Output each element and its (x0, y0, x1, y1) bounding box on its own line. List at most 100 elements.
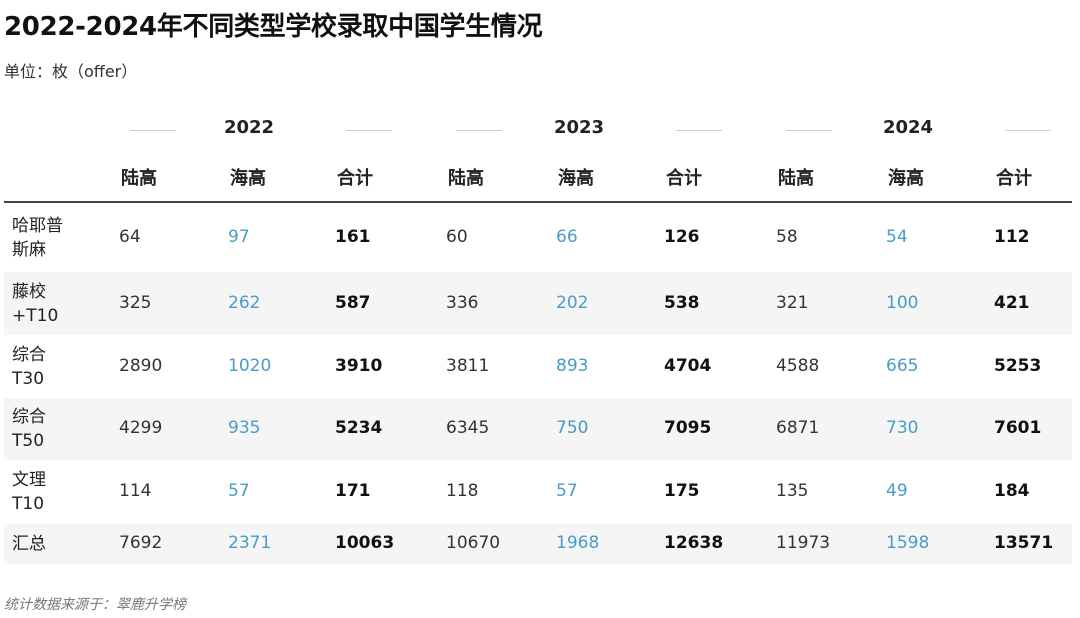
cell-total: 13571 (994, 533, 1054, 553)
row-label-line: 斯麻 (12, 239, 46, 260)
cell-lugao: 11973 (776, 533, 831, 553)
year-label: 2022 (223, 117, 275, 138)
cell-total: 4704 (664, 356, 712, 376)
cell-total: 126 (664, 226, 700, 247)
table-row: 文理 T10 114 57 171 118 57 175 135 49 184 (4, 461, 1072, 523)
cell-lugao: 336 (446, 292, 479, 313)
cell-haigao: 1020 (228, 356, 272, 376)
cell-total: 112 (994, 226, 1030, 247)
cell-lugao: 60 (446, 226, 468, 247)
year-divider-line (1005, 130, 1051, 131)
cell-haigao: 2371 (228, 533, 272, 553)
row-label-line: 文理 (12, 470, 46, 490)
cell-lugao: 58 (776, 226, 798, 247)
cell-lugao: 114 (119, 481, 152, 501)
row-label-line: 综合 (12, 345, 46, 365)
cell-lugao: 10670 (446, 533, 501, 553)
cell-total: 171 (335, 481, 371, 501)
year-divider-line (786, 130, 832, 131)
header-rule (4, 201, 1072, 203)
cell-total: 10063 (335, 533, 395, 553)
column-header: 陆高 (778, 168, 814, 189)
cell-total: 421 (994, 292, 1030, 313)
cell-haigao: 665 (886, 356, 919, 376)
row-label-line: 综合 (12, 407, 46, 427)
table-row: 综合 T50 4299 935 5234 6345 750 7095 6871 730 7601 (4, 398, 1072, 460)
unit-label: 单位：枚（offer） (4, 62, 138, 81)
row-label: 藤校 +T10 (12, 280, 102, 328)
cell-lugao: 6345 (446, 418, 490, 438)
cell-haigao: 100 (886, 292, 919, 313)
cell-total: 161 (335, 226, 371, 247)
column-header: 合计 (337, 168, 373, 189)
table-row: 汇总 7692 2371 10063 10670 1968 12638 11973 1598 13… (4, 524, 1072, 564)
column-header: 合计 (666, 168, 702, 189)
row-label: 汇总 (12, 532, 102, 556)
source-note: 统计数据来源于：翠鹿升学榜 (4, 597, 186, 613)
cell-total: 538 (664, 292, 700, 313)
cell-haigao: 730 (886, 418, 919, 438)
cell-lugao: 3811 (446, 356, 490, 376)
column-header: 陆高 (448, 168, 484, 189)
cell-haigao: 750 (556, 418, 589, 438)
row-label-line: T50 (12, 431, 45, 451)
column-header: 陆高 (121, 168, 157, 189)
cell-lugao: 135 (776, 481, 809, 501)
year-header-row: 2022 2023 2024 (0, 116, 1080, 144)
cell-lugao: 4588 (776, 356, 820, 376)
cell-lugao: 7692 (119, 533, 163, 553)
cell-haigao: 1598 (886, 533, 930, 553)
cell-lugao: 2890 (119, 356, 163, 376)
row-label-line: 哈耶普 (12, 215, 63, 236)
cell-total: 7095 (664, 418, 712, 438)
row-label-line: T10 (12, 494, 45, 514)
cell-lugao: 321 (776, 292, 809, 313)
year-divider-line (130, 130, 176, 131)
row-label-line: 藤校 (12, 281, 46, 302)
chart-title: 2022-2024年不同类型学校录取中国学生情况 (4, 12, 543, 42)
column-header: 合计 (996, 168, 1032, 189)
row-label-line: T30 (12, 369, 45, 389)
cell-haigao: 1968 (556, 533, 600, 553)
cell-lugao: 118 (446, 481, 479, 501)
cell-haigao: 66 (556, 226, 578, 247)
table-row: 哈耶普斯麻 64 97 161 60 66 126 58 54 112 (4, 204, 1072, 271)
cell-haigao: 57 (556, 481, 578, 501)
cell-total: 7601 (994, 418, 1042, 438)
cell-total: 5234 (335, 418, 383, 438)
cell-haigao: 97 (228, 226, 250, 247)
table-row: 藤校 +T10 325 262 587 336 202 538 321 100 421 (4, 272, 1072, 335)
year-divider-line (456, 130, 502, 131)
row-label: 综合 T50 (12, 405, 102, 453)
cell-haigao: 54 (886, 226, 908, 247)
row-label: 综合 T30 (12, 343, 102, 391)
row-label-line: 汇总 (12, 534, 46, 554)
year-group-2023: 2023 (0, 116, 1080, 144)
cell-total: 3910 (335, 356, 383, 376)
row-label: 哈耶普 斯麻 (12, 214, 102, 262)
cell-haigao: 49 (886, 481, 908, 501)
cell-haigao: 57 (228, 481, 250, 501)
cell-total: 175 (664, 481, 700, 501)
column-header: 海高 (230, 168, 266, 189)
table-row: 综合 T30 2890 1020 3910 3811 893 4704 4588 665 5253 (4, 336, 1072, 398)
year-label: 2023 (553, 117, 605, 138)
year-group-2024: 2024 (0, 116, 1080, 144)
cell-lugao: 64 (119, 226, 141, 247)
cell-total: 5253 (994, 356, 1042, 376)
year-divider-line (346, 130, 392, 131)
cell-total: 587 (335, 292, 371, 313)
cell-lugao: 4299 (119, 418, 163, 438)
cell-haigao: 202 (556, 292, 589, 313)
cell-haigao: 893 (556, 356, 589, 376)
cell-lugao: 6871 (776, 418, 820, 438)
cell-total: 12638 (664, 533, 724, 553)
year-label: 2024 (882, 117, 934, 138)
column-header: 海高 (888, 168, 924, 189)
cell-haigao: 935 (228, 418, 261, 438)
cell-lugao: 325 (119, 292, 152, 313)
column-header: 海高 (558, 168, 594, 189)
year-group-2022: 2022 (0, 116, 1080, 144)
cell-total: 184 (994, 481, 1030, 501)
year-divider-line (676, 130, 722, 131)
